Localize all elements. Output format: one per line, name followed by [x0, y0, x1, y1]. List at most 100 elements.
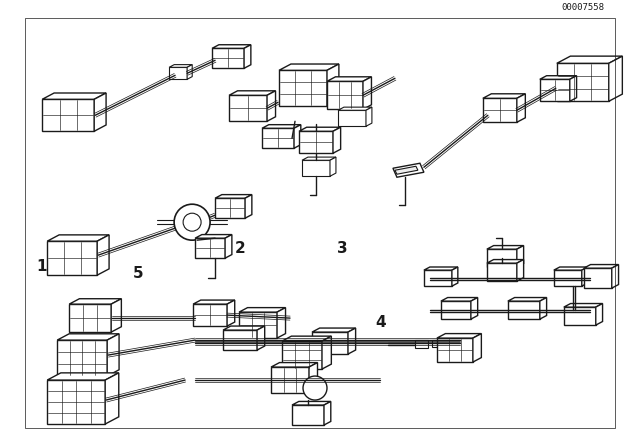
Polygon shape [437, 338, 473, 362]
Polygon shape [582, 267, 588, 286]
Polygon shape [348, 328, 356, 354]
Polygon shape [395, 166, 418, 174]
Polygon shape [471, 297, 477, 319]
Polygon shape [223, 326, 265, 330]
Polygon shape [282, 341, 322, 369]
Polygon shape [271, 367, 309, 393]
Polygon shape [557, 56, 622, 63]
Polygon shape [267, 91, 276, 121]
Polygon shape [432, 340, 442, 347]
Polygon shape [554, 270, 582, 286]
Polygon shape [215, 194, 252, 198]
Polygon shape [540, 79, 570, 101]
Polygon shape [42, 93, 106, 99]
Polygon shape [193, 300, 235, 304]
Polygon shape [312, 328, 356, 332]
Polygon shape [262, 125, 301, 128]
Polygon shape [69, 299, 122, 304]
Polygon shape [612, 265, 618, 288]
Polygon shape [195, 235, 232, 238]
Polygon shape [540, 297, 547, 319]
Polygon shape [271, 362, 317, 367]
Polygon shape [47, 373, 119, 380]
Polygon shape [330, 157, 336, 176]
Polygon shape [262, 128, 294, 148]
Polygon shape [338, 107, 372, 110]
Polygon shape [47, 380, 105, 424]
Polygon shape [227, 300, 235, 326]
Polygon shape [452, 267, 458, 286]
Polygon shape [105, 373, 119, 424]
Circle shape [303, 376, 327, 400]
Polygon shape [309, 362, 317, 393]
Polygon shape [483, 94, 525, 98]
Polygon shape [169, 65, 192, 67]
Text: 3: 3 [337, 241, 348, 256]
Polygon shape [215, 198, 245, 218]
Polygon shape [229, 91, 276, 95]
Polygon shape [554, 267, 588, 270]
Polygon shape [324, 401, 331, 425]
Polygon shape [366, 107, 372, 126]
Polygon shape [47, 241, 97, 275]
Text: 1: 1 [36, 259, 47, 274]
Polygon shape [169, 67, 187, 79]
Polygon shape [437, 334, 481, 338]
Text: 00007558: 00007558 [561, 3, 605, 12]
Polygon shape [487, 246, 524, 249]
Polygon shape [57, 334, 119, 340]
Polygon shape [393, 163, 424, 177]
Polygon shape [302, 157, 336, 160]
Polygon shape [42, 99, 94, 131]
Polygon shape [441, 297, 477, 301]
Polygon shape [299, 131, 333, 153]
Polygon shape [557, 63, 609, 101]
Polygon shape [225, 235, 232, 258]
Polygon shape [517, 259, 524, 281]
Polygon shape [239, 312, 277, 338]
Polygon shape [279, 70, 327, 106]
Polygon shape [596, 304, 603, 325]
Polygon shape [564, 304, 603, 307]
Polygon shape [609, 56, 622, 101]
Polygon shape [299, 127, 340, 131]
Text: 4: 4 [376, 315, 386, 330]
Polygon shape [302, 160, 330, 176]
Circle shape [174, 204, 210, 240]
Polygon shape [424, 267, 458, 270]
Polygon shape [47, 235, 109, 241]
Polygon shape [327, 64, 339, 106]
Polygon shape [257, 326, 265, 350]
Polygon shape [508, 301, 540, 319]
Polygon shape [212, 45, 251, 48]
Polygon shape [223, 330, 257, 350]
Polygon shape [239, 308, 285, 312]
Polygon shape [277, 308, 285, 338]
Polygon shape [333, 127, 340, 153]
Polygon shape [564, 307, 596, 325]
Polygon shape [508, 297, 547, 301]
Polygon shape [540, 76, 577, 79]
Polygon shape [212, 48, 244, 68]
Polygon shape [97, 235, 109, 275]
Polygon shape [57, 340, 107, 376]
Polygon shape [193, 304, 227, 326]
Polygon shape [327, 81, 363, 109]
Polygon shape [245, 194, 252, 218]
Polygon shape [187, 65, 192, 79]
Polygon shape [94, 93, 106, 131]
Text: 2: 2 [235, 241, 246, 256]
Polygon shape [415, 340, 428, 348]
Polygon shape [487, 263, 517, 281]
Polygon shape [282, 336, 332, 341]
Polygon shape [111, 299, 122, 332]
Polygon shape [517, 246, 524, 267]
Polygon shape [244, 45, 251, 68]
Polygon shape [487, 259, 524, 263]
Polygon shape [483, 98, 517, 122]
Polygon shape [363, 77, 371, 109]
Polygon shape [229, 95, 267, 121]
Polygon shape [327, 77, 371, 81]
Polygon shape [294, 125, 301, 148]
Polygon shape [107, 334, 119, 376]
